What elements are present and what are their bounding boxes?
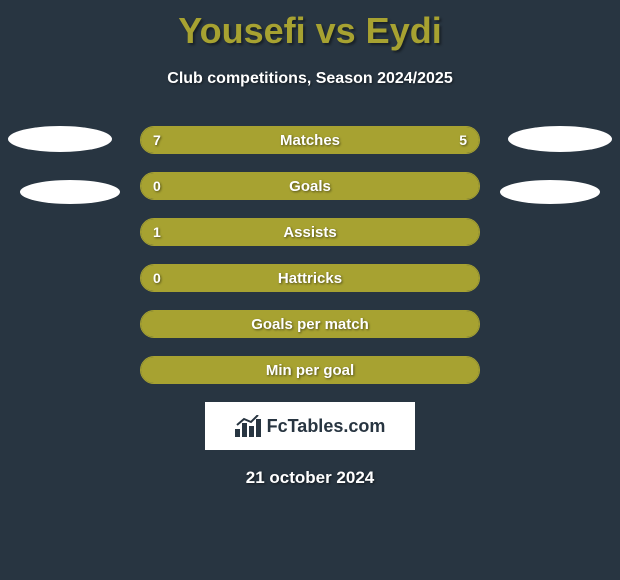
player-right-ellipse-1 [508, 126, 612, 152]
stat-row: 7Matches5 [140, 126, 480, 154]
stat-label: Min per goal [141, 357, 479, 383]
stat-label: Matches [141, 127, 479, 153]
stat-value-right: 5 [459, 127, 467, 153]
page-title: Yousefi vs Eydi [0, 0, 620, 52]
player-left-ellipse-1 [8, 126, 112, 152]
stat-label: Assists [141, 219, 479, 245]
date-label: 21 october 2024 [0, 468, 620, 488]
logo-text: FcTables.com [267, 416, 386, 437]
stat-label: Hattricks [141, 265, 479, 291]
stat-row: 0Hattricks [140, 264, 480, 292]
stats-bars: 7Matches5 0Goals 1Assists 0Hattricks Goals p… [140, 126, 480, 384]
player-right-ellipse-2 [500, 180, 600, 204]
stat-row: 1Assists [140, 218, 480, 246]
content-area: 7Matches5 0Goals 1Assists 0Hattricks Goals p… [0, 126, 620, 488]
subtitle: Club competitions, Season 2024/2025 [0, 70, 620, 88]
stat-label: Goals per match [141, 311, 479, 337]
stat-row: Min per goal [140, 356, 480, 384]
stat-row: Goals per match [140, 310, 480, 338]
logo-box: FcTables.com [205, 402, 415, 450]
player-left-ellipse-2 [20, 180, 120, 204]
chart-icon [235, 415, 261, 437]
stat-label: Goals [141, 173, 479, 199]
stat-row: 0Goals [140, 172, 480, 200]
